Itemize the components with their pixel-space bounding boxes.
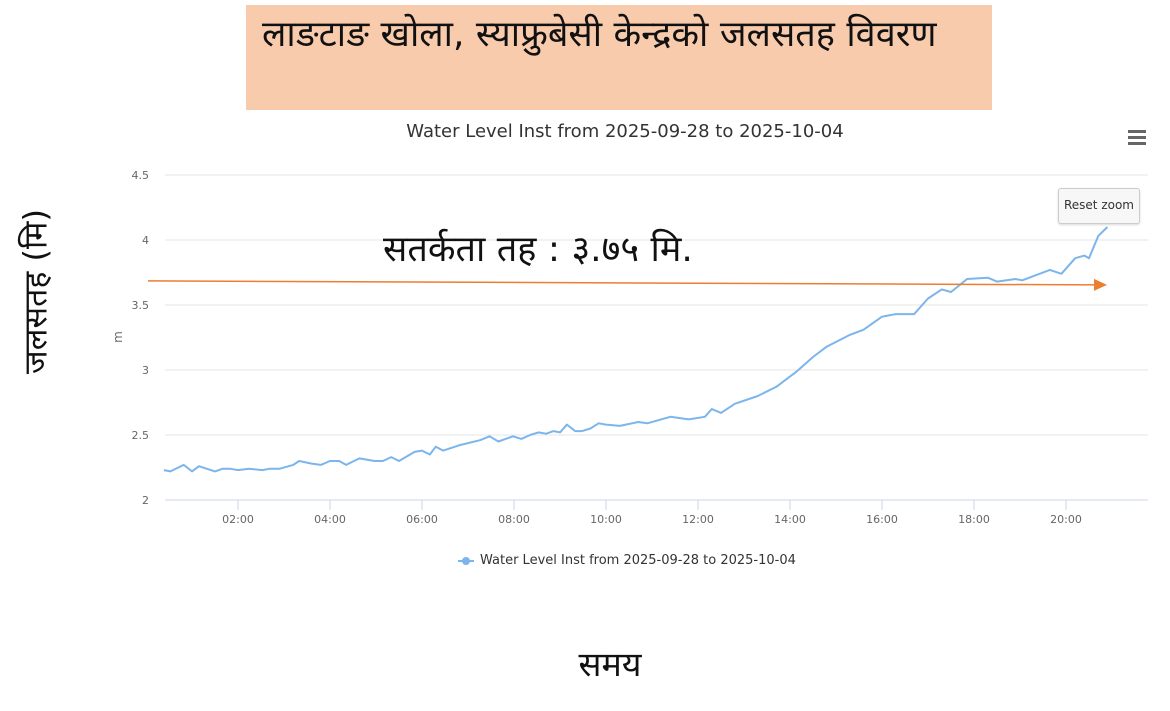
y-tick-label: 2: [142, 494, 149, 507]
y-axis-unit-label: m: [110, 331, 125, 343]
alert-level-label: सतर्कता तह : ३.७५ मि.: [383, 229, 693, 270]
x-axis-big-label: समय: [578, 645, 642, 685]
y-tick-label: 3.5: [132, 299, 150, 312]
x-tick-label: 04:00: [314, 513, 346, 526]
reset-zoom-button[interactable]: Reset zoom: [1058, 188, 1140, 224]
page-title: लाङटाङ खोला, स्याफ्रुबेसी केन्द्रको जलसत…: [262, 14, 937, 55]
x-tick-label: 08:00: [498, 513, 530, 526]
y-tick-label: 4: [142, 234, 149, 247]
x-tick-label: 18:00: [958, 513, 990, 526]
x-tick-label: 02:00: [222, 513, 254, 526]
chart-title: Water Level Inst from 2025-09-28 to 2025…: [406, 121, 844, 142]
x-tick-label: 12:00: [682, 513, 714, 526]
y-axis-big-label: जलसतह (मि): [16, 209, 55, 374]
x-tick-label: 14:00: [774, 513, 806, 526]
threshold-line: [147, 280, 1097, 286]
y-tick-label: 3: [142, 364, 149, 377]
x-tick-label: 16:00: [866, 513, 898, 526]
hamburger-menu-icon[interactable]: [1128, 130, 1146, 146]
x-tick-label: 10:00: [590, 513, 622, 526]
legend-marker-icon: [458, 556, 474, 566]
y-tick-label: 2.5: [132, 429, 150, 442]
threshold-arrow-icon: [1094, 278, 1107, 291]
x-tick-label: 06:00: [406, 513, 438, 526]
x-tick-label: 20:00: [1050, 513, 1082, 526]
y-tick-label: 4.5: [132, 169, 150, 182]
legend-label: Water Level Inst from 2025-09-28 to 2025…: [480, 553, 796, 568]
series-line: [163, 226, 1109, 473]
legend-item[interactable]: Water Level Inst from 2025-09-28 to 2025…: [458, 553, 796, 568]
page-title-box: लाङटाङ खोला, स्याफ्रुबेसी केन्द्रको जलसत…: [246, 5, 992, 110]
